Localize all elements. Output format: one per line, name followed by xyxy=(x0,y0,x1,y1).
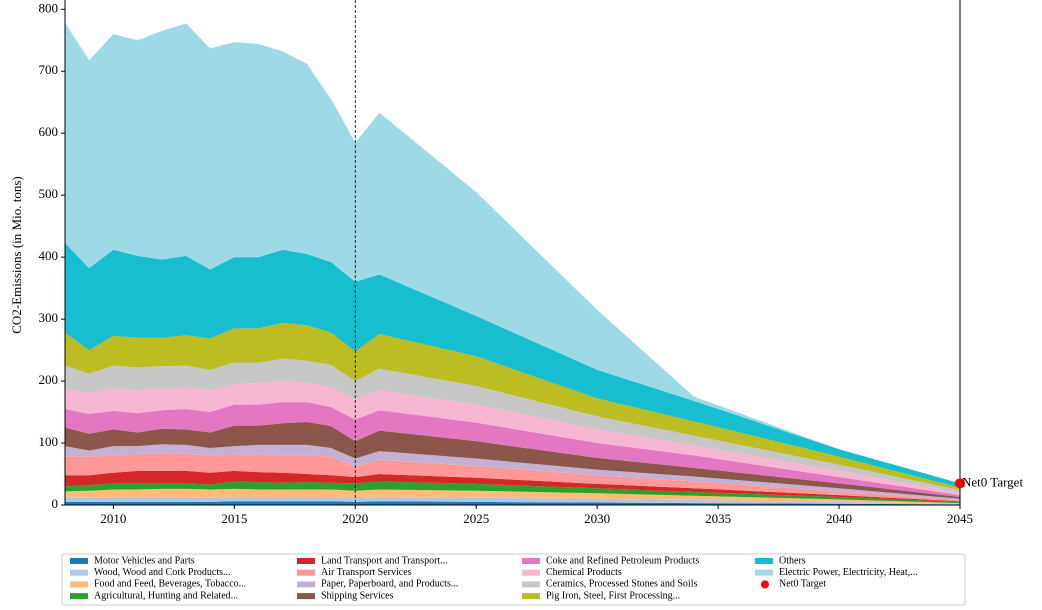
y-tick-label: 800 xyxy=(39,0,59,15)
target-label: Net0 Target xyxy=(962,474,1023,489)
legend-label: Others xyxy=(779,555,806,566)
y-tick-label: 600 xyxy=(39,124,59,139)
x-tick-label: 2035 xyxy=(705,511,731,526)
legend-swatch xyxy=(297,593,315,600)
target-point xyxy=(955,478,965,489)
y-tick-label: 500 xyxy=(39,186,59,201)
legend-marker xyxy=(761,580,769,589)
legend-swatch xyxy=(297,569,315,576)
legend-label: Air Transport Services xyxy=(321,567,412,578)
legend-swatch xyxy=(70,581,88,588)
y-axis-label: CO2-Emissions (in Mio. tons) xyxy=(9,176,24,333)
legend-label: Shipping Services xyxy=(321,590,394,601)
legend-swatch xyxy=(522,569,540,576)
area xyxy=(65,452,960,502)
area xyxy=(65,501,960,505)
legend-swatch xyxy=(522,593,540,600)
legend-swatch xyxy=(70,558,88,564)
area xyxy=(65,470,960,502)
legend-label: Paper, Paperboard, and Products... xyxy=(321,579,458,590)
legend-label: Wood, Wood and Cork Products... xyxy=(94,567,231,578)
x-tick-label: 2025 xyxy=(463,511,489,526)
x-tick-label: 2015 xyxy=(221,511,247,526)
legend-label: Net0 Target xyxy=(779,579,826,590)
area xyxy=(65,481,960,504)
legend-swatch xyxy=(522,558,540,564)
x-tick-label: 2010 xyxy=(100,511,126,526)
area xyxy=(65,421,960,499)
y-tick-label: 700 xyxy=(39,62,59,77)
legend-swatch xyxy=(297,581,315,588)
x-tick-label: 2040 xyxy=(826,511,852,526)
legend-swatch xyxy=(755,569,773,576)
y-tick-label: 0 xyxy=(52,496,59,511)
x-tick-label: 2030 xyxy=(584,511,610,526)
legend-box xyxy=(61,553,966,606)
legend-swatch xyxy=(70,593,88,600)
area xyxy=(65,488,960,504)
area xyxy=(65,322,960,491)
area xyxy=(65,381,960,496)
legend-swatch xyxy=(70,569,88,576)
y-tick-label: 300 xyxy=(39,310,59,325)
legend-label: Agricultural, Hunting and Related... xyxy=(94,590,238,601)
legend-label: Motor Vehicles and Parts xyxy=(94,555,195,566)
area xyxy=(65,22,960,484)
legend-label: Land Transport and Transport... xyxy=(321,555,448,566)
legend-swatch xyxy=(755,558,773,564)
legend-label: Coke and Refined Petroleum Products xyxy=(546,555,699,566)
legend-label: Electric Power, Electricity, Heat,... xyxy=(779,567,918,578)
legend-swatch xyxy=(297,558,315,564)
area xyxy=(65,496,960,505)
area xyxy=(65,358,960,493)
x-tick-label: 2045 xyxy=(947,511,973,526)
legend-label: Chemical Products xyxy=(546,567,622,578)
y-tick-label: 200 xyxy=(39,372,59,387)
x-tick-label: 2020 xyxy=(342,511,368,526)
legend-label: Food and Feed, Beverages, Tobacco... xyxy=(94,579,246,590)
y-tick-label: 100 xyxy=(39,434,59,449)
area xyxy=(65,402,960,497)
legend-label: Ceramics, Processed Stones and Soils xyxy=(546,579,697,590)
legend-swatch xyxy=(522,581,540,588)
area xyxy=(65,242,960,488)
area xyxy=(65,444,960,501)
y-tick-label: 400 xyxy=(39,248,59,263)
legend-label: Pig Iron, Steel, First Processing... xyxy=(546,590,680,601)
